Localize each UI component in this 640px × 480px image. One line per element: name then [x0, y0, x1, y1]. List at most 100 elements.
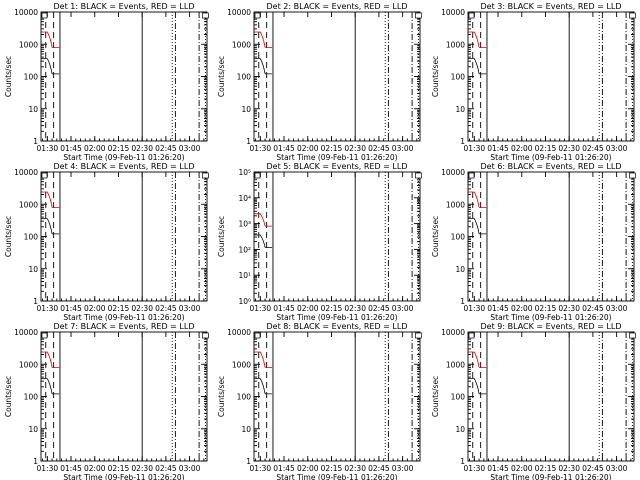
y-tick-label: 1000 — [446, 40, 465, 49]
panel-det-5: Det 5: BLACK = Events, RED = LLD 10⁰ 10¹ 10… — [217, 162, 422, 322]
x-tick-label: 01:30 — [250, 144, 272, 153]
y-tick-label: 100 — [451, 73, 466, 82]
x-tick-label: 01:45 — [273, 464, 295, 473]
y-tick-label: 10000 — [441, 168, 465, 177]
y-axis-label: Counts/sec — [4, 216, 13, 257]
y-tick-label: 1 — [33, 457, 38, 466]
x-tick-label: 01:45 — [273, 144, 295, 153]
x-axis-label: Start Time (09-Feb-11 01:26:20) — [63, 153, 184, 162]
x-tick-label: 01:45 — [487, 144, 509, 153]
x-tick-label: 03:00 — [179, 144, 201, 153]
x-tick-label: 02:45 — [155, 464, 177, 473]
x-tick-label: 02:30 — [344, 304, 366, 313]
series-events-black — [254, 58, 273, 75]
x-tick-label: 01:30 — [464, 304, 486, 313]
panel-title: Det 5: BLACK = Events, RED = LLD — [267, 162, 408, 171]
panel-title: Det 9: BLACK = Events, RED = LLD — [481, 322, 622, 331]
x-tick-label: 02:30 — [344, 464, 366, 473]
plot-frame — [467, 331, 635, 462]
panel-det-9: Det 9: BLACK = Events, RED = LLD 1 10 100 10… — [431, 322, 636, 480]
series-events-black — [41, 218, 60, 235]
corner-marker — [202, 172, 209, 179]
x-tick-label: 02:00 — [297, 304, 319, 313]
corner-marker — [415, 332, 422, 339]
y-axis-label: Counts/sec — [431, 376, 440, 417]
series-lld-red — [254, 213, 273, 227]
y-tick-label: 100 — [237, 73, 252, 82]
panel-det-7: Det 7: BLACK = Events, RED = LLD 1 10 100 10… — [4, 322, 209, 480]
y-tick-label: 10² — [238, 245, 251, 254]
plot-frame — [40, 171, 208, 302]
series-lld-red — [468, 31, 487, 48]
x-tick-label: 02:00 — [84, 464, 106, 473]
plot-frame — [40, 11, 208, 142]
y-tick-label: 100 — [24, 73, 39, 82]
series-events-black — [41, 378, 60, 395]
y-tick-label: 10⁰ — [238, 297, 251, 306]
series-events-black — [468, 378, 487, 395]
series-lld-red — [41, 31, 60, 48]
panel-title: Det 3: BLACK = Events, RED = LLD — [481, 2, 622, 11]
y-tick-label: 10000 — [14, 328, 38, 337]
x-axis-label: Start Time (09-Feb-11 01:26:20) — [63, 473, 184, 480]
x-tick-label: 03:00 — [179, 304, 201, 313]
y-tick-label: 10 — [28, 425, 38, 434]
y-axis-label: Counts/sec — [217, 56, 226, 97]
x-axis-label: Start Time (09-Feb-11 01:26:20) — [63, 313, 184, 322]
plot-frame — [253, 331, 421, 462]
x-tick-label: 02:45 — [155, 144, 177, 153]
x-tick-label: 02:00 — [511, 144, 533, 153]
x-tick-label: 02:15 — [108, 464, 130, 473]
x-tick-label: 01:30 — [37, 304, 59, 313]
x-tick-label: 03:00 — [392, 144, 414, 153]
corner-marker — [629, 172, 636, 179]
series-lld-red — [254, 351, 273, 368]
plot-frame — [40, 331, 208, 462]
x-tick-label: 02:45 — [368, 304, 390, 313]
series-lld-red — [468, 351, 487, 368]
x-axis-label: Start Time (09-Feb-11 01:26:20) — [276, 313, 397, 322]
series-events-black — [254, 234, 273, 248]
x-tick-label: 02:30 — [131, 464, 153, 473]
x-tick-label: 02:30 — [131, 144, 153, 153]
y-tick-label: 1 — [460, 457, 465, 466]
y-tick-label: 1000 — [446, 200, 465, 209]
y-tick-label: 1000 — [232, 40, 251, 49]
corner-marker — [415, 12, 422, 19]
series-events-black — [41, 58, 60, 75]
corner-marker — [629, 332, 636, 339]
y-tick-label: 1 — [246, 457, 251, 466]
y-tick-label: 10⁴ — [238, 194, 251, 203]
y-axis-label: Counts/sec — [431, 56, 440, 97]
y-tick-label: 1 — [33, 137, 38, 146]
x-axis-label: Start Time (09-Feb-11 01:26:20) — [276, 153, 397, 162]
y-tick-label: 10000 — [227, 8, 251, 17]
x-tick-label: 02:15 — [535, 464, 557, 473]
x-tick-label: 01:45 — [60, 464, 82, 473]
y-tick-label: 1000 — [19, 40, 38, 49]
x-tick-label: 02:00 — [297, 144, 319, 153]
corner-marker — [41, 172, 48, 179]
x-tick-label: 01:30 — [464, 144, 486, 153]
corner-marker — [202, 12, 209, 19]
x-tick-label: 01:45 — [60, 304, 82, 313]
x-axis-label: Start Time (09-Feb-11 01:26:20) — [490, 473, 611, 480]
series-events-black — [468, 58, 487, 75]
y-tick-label: 1000 — [19, 200, 38, 209]
corner-marker — [629, 12, 636, 19]
y-tick-label: 1 — [460, 297, 465, 306]
y-tick-label: 1000 — [446, 360, 465, 369]
x-tick-label: 02:00 — [297, 464, 319, 473]
x-tick-label: 02:00 — [511, 304, 533, 313]
y-tick-label: 100 — [451, 393, 466, 402]
x-tick-label: 03:00 — [606, 144, 628, 153]
x-tick-label: 01:30 — [464, 464, 486, 473]
y-tick-label: 10000 — [227, 328, 251, 337]
x-tick-label: 01:45 — [273, 304, 295, 313]
x-tick-label: 02:15 — [108, 144, 130, 153]
x-tick-label: 02:45 — [368, 144, 390, 153]
x-tick-label: 02:15 — [535, 304, 557, 313]
corner-marker — [41, 332, 48, 339]
panel-title: Det 6: BLACK = Events, RED = LLD — [481, 162, 622, 171]
y-axis-label: Counts/sec — [217, 376, 226, 417]
